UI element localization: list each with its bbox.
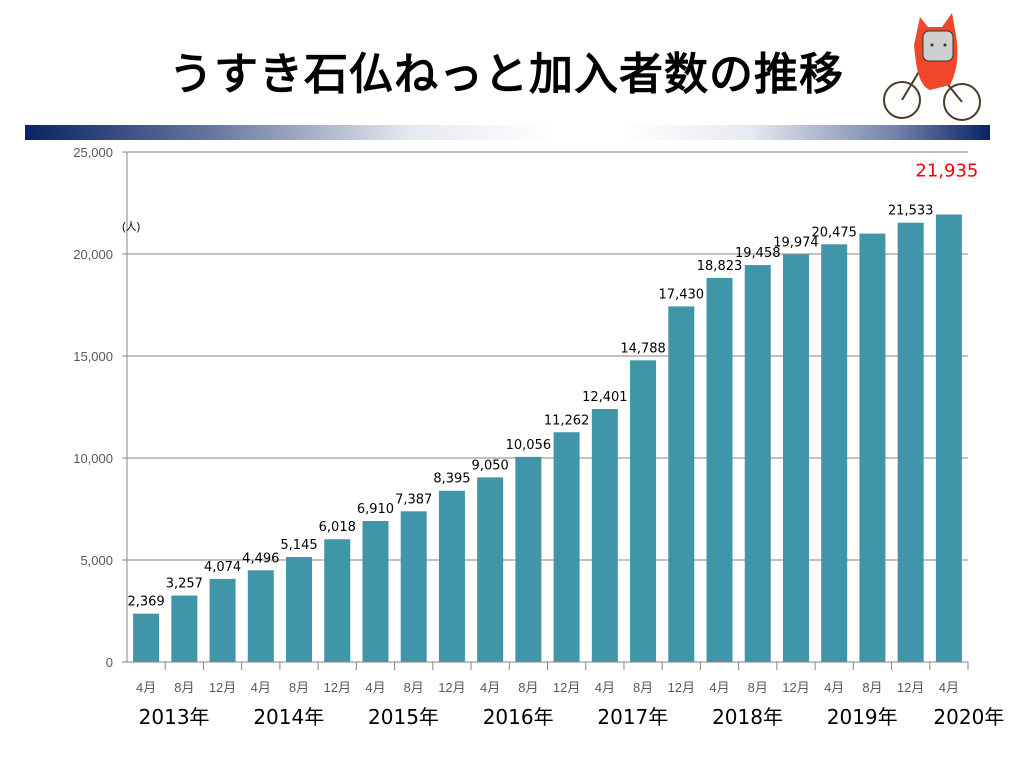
x-tick-label: 8月 — [289, 680, 309, 695]
data-label: 10,056 — [506, 438, 552, 453]
x-tick-label: 12月 — [897, 680, 924, 695]
x-tick-label: 12月 — [553, 680, 580, 695]
bar — [630, 360, 657, 662]
data-label: 4,074 — [204, 560, 241, 575]
y-tick-label: 0 — [106, 655, 113, 670]
bar — [782, 254, 809, 662]
data-label: 2,369 — [128, 595, 165, 610]
year-label: 2015年 — [368, 705, 439, 729]
x-tick-label: 12月 — [324, 680, 351, 695]
x-tick-label: 8月 — [518, 680, 538, 695]
data-label: 17,430 — [659, 287, 705, 302]
x-tick-label: 12月 — [209, 680, 236, 695]
data-label: 19,974 — [773, 236, 819, 251]
bar — [553, 432, 580, 662]
x-tick-label: 4月 — [824, 680, 844, 695]
x-tick-label: 8月 — [748, 680, 768, 695]
x-tick-label: 4月 — [365, 680, 385, 695]
data-label: 21,533 — [888, 204, 934, 219]
title-underline-band — [25, 125, 990, 140]
data-label: 6,018 — [319, 520, 356, 535]
x-tick-label: 8月 — [174, 680, 194, 695]
bar — [324, 539, 351, 662]
data-label: 7,387 — [395, 492, 432, 507]
data-label: 12,401 — [582, 390, 628, 405]
y-tick-label: 15,000 — [73, 349, 113, 364]
y-tick-label: 5,000 — [80, 553, 113, 568]
x-tick-label: 4月 — [595, 680, 615, 695]
bar — [935, 214, 962, 662]
year-label: 2019年 — [827, 705, 898, 729]
x-tick-label: 4月 — [480, 680, 500, 695]
data-label: 5,145 — [280, 538, 317, 553]
data-label: 14,788 — [620, 341, 666, 356]
bar — [247, 570, 274, 662]
bar — [477, 477, 504, 662]
y-axis-label: (人) — [122, 220, 140, 233]
year-label: 2020年 — [933, 705, 1004, 729]
x-tick-label: 4月 — [709, 680, 729, 695]
bar — [362, 521, 389, 662]
x-tick-label: 12月 — [438, 680, 465, 695]
data-label: 19,458 — [735, 246, 781, 261]
bar — [438, 490, 465, 662]
data-label: 8,395 — [433, 472, 470, 487]
year-label: 2018年 — [712, 705, 783, 729]
x-tick-label: 4月 — [136, 680, 156, 695]
x-tick-label: 8月 — [862, 680, 882, 695]
highlight-data-label: 21,935 — [915, 161, 978, 182]
y-tick-label: 20,000 — [73, 247, 113, 262]
x-tick-label: 12月 — [782, 680, 809, 695]
year-label: 2016年 — [483, 705, 554, 729]
year-label: 2013年 — [139, 705, 210, 729]
bar — [668, 306, 695, 662]
data-label: 20,475 — [811, 225, 857, 240]
x-tick-label: 4月 — [939, 680, 959, 695]
y-tick-label: 25,000 — [73, 145, 113, 160]
bar — [706, 278, 733, 662]
bar — [286, 557, 313, 662]
y-tick-label: 10,000 — [73, 451, 113, 466]
bar — [133, 613, 160, 662]
data-label: 18,823 — [697, 259, 743, 274]
data-label: 9,050 — [472, 458, 509, 473]
bar — [821, 244, 848, 662]
bar — [209, 578, 236, 662]
bar — [897, 222, 924, 662]
year-label: 2014年 — [253, 705, 324, 729]
bar — [400, 511, 427, 662]
x-tick-label: 4月 — [251, 680, 271, 695]
data-label: 4,496 — [242, 551, 279, 566]
bar — [591, 409, 618, 662]
bar — [859, 233, 886, 662]
mascot-cat-on-bicycle-image — [883, 13, 981, 121]
data-label: 3,257 — [166, 577, 203, 592]
x-tick-label: 8月 — [633, 680, 653, 695]
x-tick-label: 12月 — [668, 680, 695, 695]
data-label: 6,910 — [357, 502, 394, 517]
bar — [515, 456, 542, 662]
page-title: うすき石仏ねっと加入者数の推移 — [169, 49, 844, 100]
data-label: 11,262 — [544, 413, 590, 428]
x-tick-label: 8月 — [404, 680, 424, 695]
year-label: 2017年 — [597, 705, 668, 729]
bar — [171, 595, 198, 662]
bar — [744, 265, 771, 662]
